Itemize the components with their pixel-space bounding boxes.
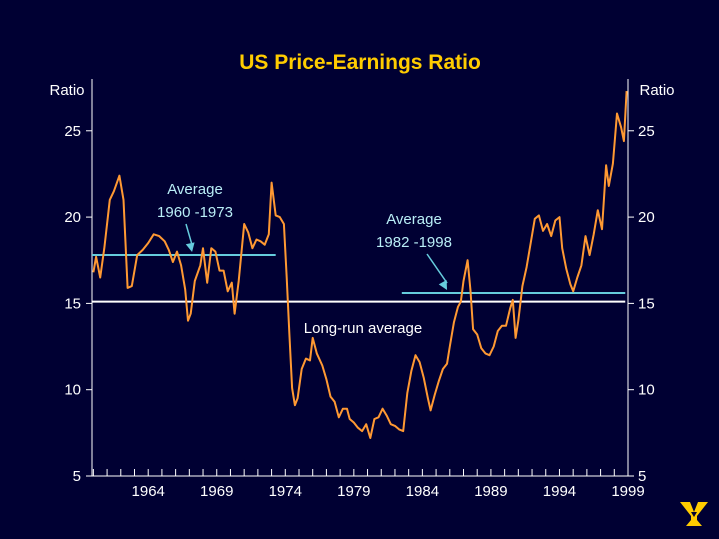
annotation-long-run-average: Long-run average bbox=[304, 320, 422, 337]
x-tick-label-1979: 1979 bbox=[337, 483, 370, 500]
y-tick-label-left-10: 10 bbox=[64, 382, 81, 399]
y-tick-label-right-15: 15 bbox=[638, 295, 655, 312]
arrow-shaft bbox=[185, 223, 193, 246]
reference-lines bbox=[92, 254, 626, 303]
arrow-shaft bbox=[426, 253, 448, 284]
annotation-1960-1973-line1: Average bbox=[167, 181, 223, 198]
y-axis-ticks: 5 5 10 10 15 15 20 20 25 25 bbox=[64, 123, 654, 485]
x-tick-label-1984: 1984 bbox=[406, 483, 439, 500]
y-tick-label-left-15: 15 bbox=[64, 295, 81, 312]
annotation-1960-1973-line2: 1960 -1973 bbox=[157, 204, 233, 221]
series-line-0 bbox=[92, 91, 628, 439]
x-tick-label-1989: 1989 bbox=[474, 483, 507, 500]
x-tick-label-1974: 1974 bbox=[269, 483, 302, 500]
y-tick-label-right-5: 5 bbox=[638, 468, 646, 485]
arrow-head bbox=[185, 242, 195, 253]
y-tick-label-right-25: 25 bbox=[638, 123, 655, 140]
annotation-1982-1998-line1: Average bbox=[386, 211, 442, 228]
annotation-1982-1998-arrow bbox=[426, 253, 448, 291]
left-axis-label: Ratio bbox=[49, 82, 84, 99]
y-tick-label-right-20: 20 bbox=[638, 209, 655, 226]
annotation-1960-1973-arrow bbox=[185, 223, 195, 253]
x-tick-label-1964: 1964 bbox=[132, 483, 165, 500]
y-tick-label-left-25: 25 bbox=[64, 123, 81, 140]
series-group bbox=[92, 91, 628, 439]
annotation-1982-1998-line2: 1982 -1998 bbox=[376, 234, 452, 251]
y-tick-label-left-20: 20 bbox=[64, 209, 81, 226]
arrow-head bbox=[438, 279, 448, 291]
chart-title: US Price-Earnings Ratio bbox=[239, 51, 481, 74]
x-tick-label-1999: 1999 bbox=[611, 483, 644, 500]
logo-icon bbox=[680, 502, 708, 526]
x-tick-label-1969: 1969 bbox=[200, 483, 233, 500]
y-tick-label-right-10: 10 bbox=[638, 382, 655, 399]
x-axis-ticks: 1964 1969 1974 1979 1984 1989 1994 1999 bbox=[92, 469, 645, 500]
x-tick-label-1994: 1994 bbox=[543, 483, 576, 500]
right-axis-label: Ratio bbox=[639, 82, 674, 99]
y-tick-label-left-5: 5 bbox=[73, 468, 81, 485]
